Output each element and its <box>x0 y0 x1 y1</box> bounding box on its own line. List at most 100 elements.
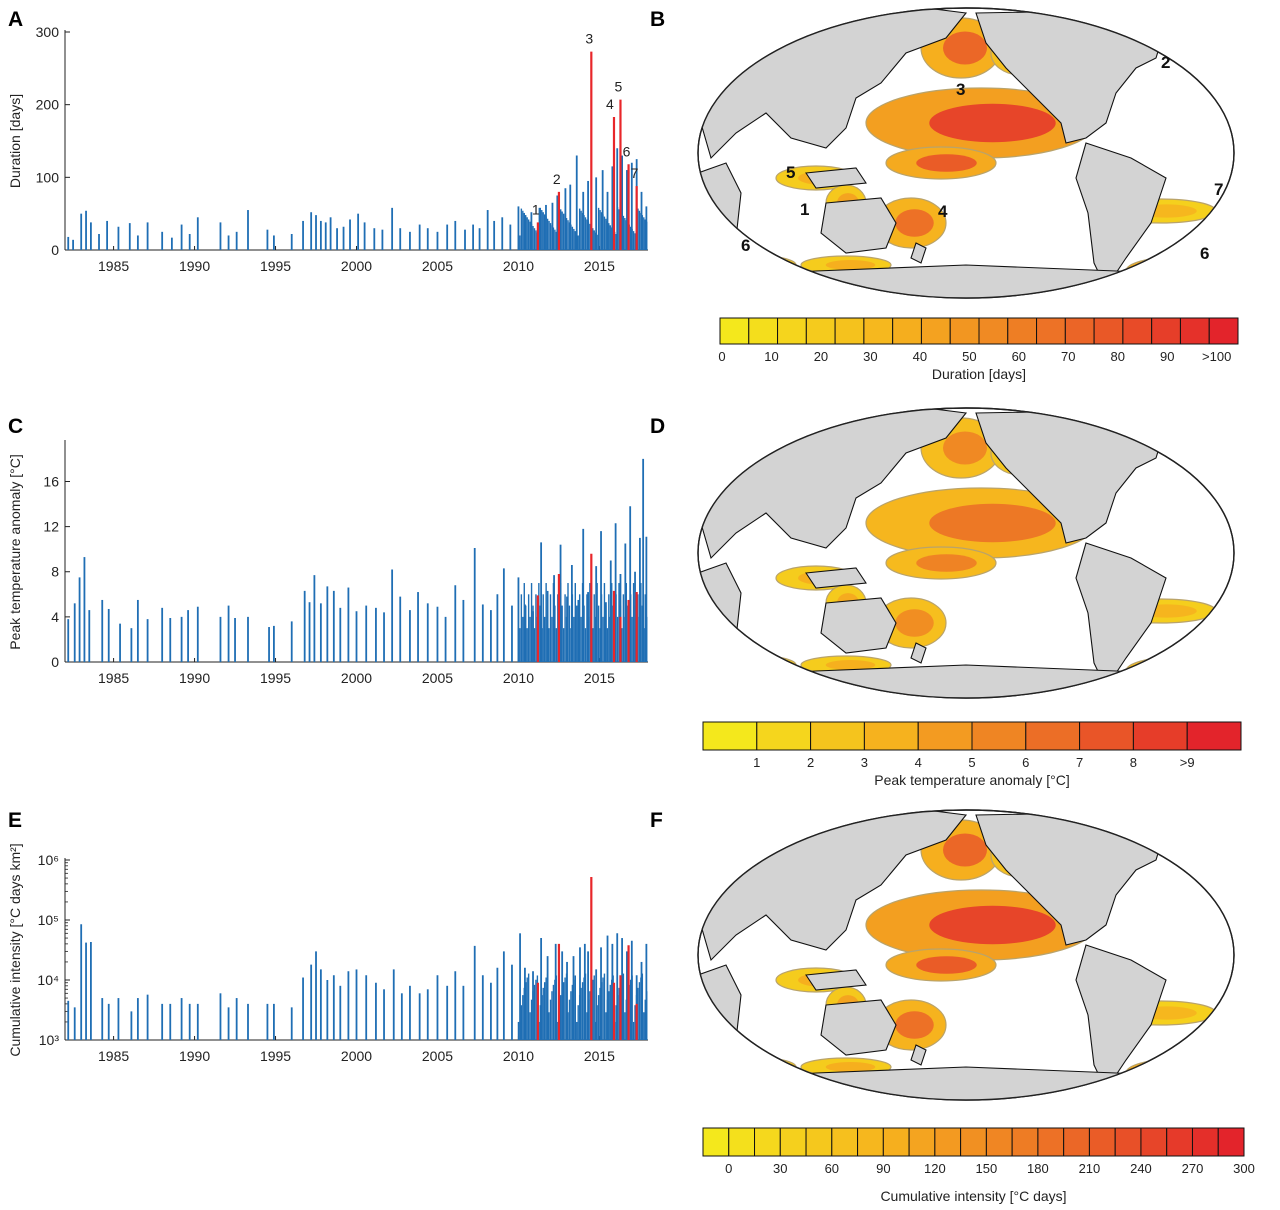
y-tick-label: 100 <box>36 169 60 185</box>
colorbar-tick-label: 10 <box>764 349 778 364</box>
colorbar-cell <box>1079 721 1134 751</box>
peak-anomaly-world-map <box>697 407 1235 699</box>
colorbar-cell <box>857 1127 884 1157</box>
land-mass <box>910 642 927 664</box>
panel-letter-e: E <box>8 809 22 832</box>
peak-anomaly-bar-chart: 0 4 8 12 16 1985 1990 1995 2000 2005 2010 2015 Peak … <box>7 440 648 686</box>
y-axis-label: Peak temperature anomaly [°C] <box>7 454 23 649</box>
colorbar-cell <box>882 1127 910 1157</box>
colorbar-tick-label: 40 <box>913 349 927 364</box>
colorbar-tick-label: 5 <box>968 755 975 770</box>
land-mass <box>820 197 897 254</box>
colorbar-cell <box>1208 317 1239 345</box>
land-mass <box>805 969 867 991</box>
x-tick-label: 1990 <box>179 258 210 274</box>
colorbar-cell <box>756 721 812 751</box>
colorbar-cell <box>908 1127 936 1157</box>
y-tick-label: 10⁵ <box>38 912 59 928</box>
x-tick-label: 2015 <box>584 1048 615 1064</box>
colorbar-cell <box>1088 1127 1116 1157</box>
colorbar-tick-label: 90 <box>876 1161 890 1176</box>
x-tick-label: 2005 <box>422 1048 453 1064</box>
colorbar-tick-label: >100 <box>1202 349 1231 364</box>
x-tick-label: 1985 <box>98 670 129 686</box>
land-mass <box>698 264 1234 298</box>
colorbar-tick-label: 6 <box>1022 755 1029 770</box>
x-tick-label: 1995 <box>260 670 291 686</box>
colorbar-tick-label: 150 <box>976 1161 998 1176</box>
y-axis-label: Duration [days] <box>7 94 23 188</box>
y-tick-label: 200 <box>36 97 60 113</box>
land-mass <box>820 597 897 654</box>
colorbar-tick-label: 0 <box>725 1161 732 1176</box>
colorbar-tick-label: 3 <box>861 755 868 770</box>
heatwave-core <box>1130 423 1169 443</box>
land-mass <box>1190 819 1227 861</box>
heatwave-core <box>1130 825 1169 845</box>
duration-world-map: 2 3 51 4 7 6 6 <box>697 7 1235 299</box>
colorbar-tick-label: >9 <box>1180 755 1195 770</box>
colorbar-cell <box>978 317 1009 345</box>
colorbar-label: Duration [days] <box>932 366 1026 382</box>
colorbar-cell <box>985 1127 1013 1157</box>
x-tick-label: 1985 <box>98 258 129 274</box>
x-tick-label: 1990 <box>179 670 210 686</box>
heatwave-patch <box>1125 656 1227 686</box>
heatwave-core <box>929 905 1056 945</box>
y-tick-label: 300 <box>36 24 60 40</box>
heatwave-patch <box>1125 1058 1227 1088</box>
x-tick-label: 2010 <box>503 670 534 686</box>
colorbar-cell <box>917 721 973 751</box>
heatwave-core <box>895 609 934 637</box>
colorbar-cell <box>863 317 894 345</box>
y-tick-label: 4 <box>51 609 59 625</box>
colorbar-cell <box>777 317 807 345</box>
colorbar-tick-label: 0 <box>718 349 725 364</box>
colorbar-label: Peak temperature anomaly [°C] <box>874 772 1069 788</box>
cumulative-intensity-world-map <box>697 809 1235 1101</box>
x-tick-label: 2010 <box>503 1048 534 1064</box>
peak-anomaly-colorbar: 1 2 3 4 5 6 7 8 >9 Peak temperature anomaly [°C] <box>702 721 1242 788</box>
colorbar-tick-label: 30 <box>863 349 877 364</box>
colorbar-cell <box>1191 1127 1219 1157</box>
colorbar-cell <box>834 317 865 345</box>
y-tick-label: 10⁴ <box>37 972 59 988</box>
colorbar-label: Cumulative intensity [°C days] <box>880 1188 1066 1204</box>
land-mass <box>805 567 867 589</box>
colorbar-cell <box>1186 721 1242 751</box>
colorbar-cell <box>1166 1127 1193 1157</box>
cumulative-intensity-bar-chart: 10³ 10⁴ 10⁵ 10⁶ 1985 1990 1995 2000 2005 2010 2015… <box>7 843 648 1064</box>
heatwave-core <box>1153 663 1209 679</box>
colorbar-cell <box>1093 317 1124 345</box>
highlight-label: 6 <box>623 143 631 159</box>
colorbar-cell <box>805 317 836 345</box>
colorbar-tick-label: 1 <box>753 755 760 770</box>
land-mass <box>910 242 927 264</box>
duration-bar-chart: 0 100 200 300 1985 1990 1995 2000 2005 2010 2015 Du… <box>7 24 648 274</box>
land-mass <box>1190 17 1227 59</box>
region-label: 1 <box>800 200 809 219</box>
colorbar-tick-label: 2 <box>807 755 814 770</box>
colorbar-cell <box>805 1127 833 1157</box>
duration-colorbar: 0 10 20 30 40 50 60 70 80 90 >100 Duration [days] <box>718 317 1239 382</box>
colorbar-cell <box>748 317 779 345</box>
heatwave-core <box>825 260 876 270</box>
highlight-label: 5 <box>614 79 622 95</box>
colorbar-cell <box>1132 721 1188 751</box>
colorbar-tick-label: 8 <box>1130 755 1137 770</box>
colorbar-cell <box>1025 721 1081 751</box>
colorbar-cell <box>1007 317 1038 345</box>
colorbar-tick-label: 60 <box>1012 349 1026 364</box>
heatwave-core <box>730 259 781 271</box>
heatwave-core <box>1153 1065 1209 1081</box>
colorbar-tick-label: 80 <box>1111 349 1125 364</box>
x-tick-label: 2000 <box>341 1048 372 1064</box>
colorbar-tick-label: 300 <box>1233 1161 1255 1176</box>
heatwave-core <box>1153 263 1209 279</box>
panel-letter-b: B <box>650 8 665 31</box>
colorbar-tick-label: 90 <box>1160 349 1174 364</box>
land-mass <box>910 1044 927 1066</box>
colorbar-tick-label: 240 <box>1130 1161 1152 1176</box>
x-tick-label: 2005 <box>422 670 453 686</box>
region-label: 5 <box>786 163 795 182</box>
